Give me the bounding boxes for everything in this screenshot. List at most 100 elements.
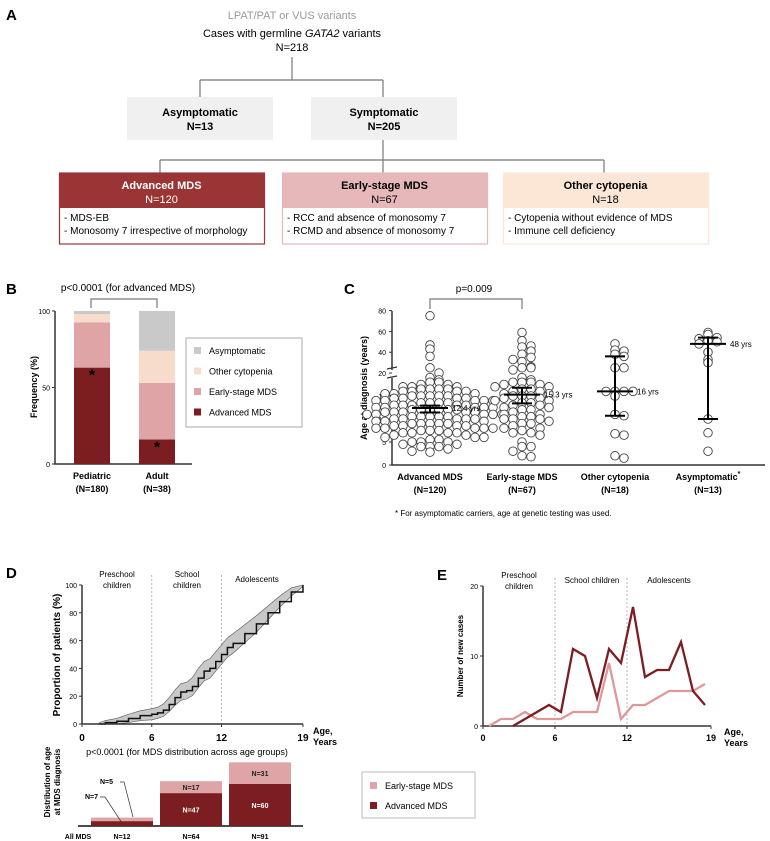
b-legend-label: Early-stage MDS bbox=[209, 387, 277, 397]
b-xtick-n: (N=38) bbox=[143, 484, 171, 494]
c-data-point bbox=[407, 428, 417, 438]
box-n-other-cytopenia: N=18 bbox=[592, 194, 619, 206]
box-n-advanced-mds: N=120 bbox=[145, 194, 178, 206]
d-ytick-label: 0 bbox=[73, 722, 77, 729]
d-xtick-label: 19 bbox=[297, 733, 309, 744]
c-data-point bbox=[508, 446, 518, 456]
c-data-point bbox=[443, 428, 453, 438]
root-title-post: variants bbox=[339, 28, 381, 40]
e-axes bbox=[482, 586, 711, 727]
c-data-point bbox=[389, 430, 399, 440]
b-xtick-label: Pediatric bbox=[73, 471, 111, 481]
c-median-label: 15.3 yrs bbox=[544, 391, 572, 400]
box-symptomatic bbox=[311, 97, 457, 140]
d-xlabel-2: Years bbox=[313, 737, 337, 747]
d-bar-total: N=91 bbox=[252, 834, 269, 841]
b-legend-swatch bbox=[194, 408, 201, 416]
c-data-point bbox=[389, 421, 399, 431]
box-n-early-stage-mds: N=67 bbox=[371, 194, 398, 206]
c-data-point bbox=[535, 400, 545, 410]
legend-early-label: Early-stage MDS bbox=[385, 781, 453, 791]
b-bar-asymptomatic bbox=[74, 311, 110, 315]
e-ytick-label: 20 bbox=[470, 584, 478, 591]
d-bar-label-early: N=5 bbox=[100, 779, 113, 786]
c-median-label: 48 yrs bbox=[730, 340, 752, 349]
panel-b-stacked-bar: B p<0.0001 (for advanced MDS) Frequency … bbox=[6, 281, 303, 494]
c-xtick-n: (N=120) bbox=[414, 485, 447, 495]
e-age-group-label: children bbox=[505, 582, 533, 591]
c-data-point bbox=[535, 414, 545, 424]
d-bar-label-advanced: N=7 bbox=[85, 794, 98, 801]
c-data-point bbox=[526, 418, 536, 429]
d-bar-advanced bbox=[229, 784, 291, 826]
c-data-point bbox=[517, 451, 527, 461]
legend-swatch-early bbox=[370, 782, 377, 789]
b-bracket bbox=[90, 298, 158, 308]
c-data-point bbox=[380, 423, 390, 433]
d-ytick-label: 20 bbox=[69, 694, 77, 701]
box-criterion: - MDS-EB bbox=[64, 213, 109, 224]
b-ytick-label: 100 bbox=[38, 309, 50, 316]
c-data-point bbox=[517, 441, 527, 452]
b-bar-asymptomatic bbox=[139, 311, 175, 351]
c-bracket bbox=[429, 298, 523, 309]
c-data-point bbox=[619, 363, 629, 373]
c-data-point bbox=[526, 428, 536, 438]
panel-e-line: E Number of new cases 0 10 20 0 6 12 19 Age,Yea… bbox=[437, 567, 748, 748]
d-age-group-label: children bbox=[173, 581, 201, 590]
d-bars-ylabel-1: Distribution of age bbox=[43, 746, 52, 817]
d-bar-total: N=12 bbox=[114, 834, 131, 841]
b-ytick-label: 50 bbox=[42, 386, 50, 393]
e-age-group-label: School children bbox=[565, 576, 620, 585]
c-data-point bbox=[610, 428, 620, 439]
c-xtick-label: Advanced MDS bbox=[397, 472, 463, 482]
c-data-point bbox=[425, 425, 435, 436]
c-xtick-n: (N=67) bbox=[508, 485, 536, 495]
c-data-point bbox=[499, 423, 509, 433]
c-data-point bbox=[380, 432, 390, 443]
b-legend-box bbox=[185, 337, 303, 428]
d-bars-ylabel-2: at MDS diagnosis bbox=[53, 748, 62, 815]
panel-label-a: A bbox=[6, 7, 17, 24]
c-data-point bbox=[362, 409, 372, 420]
panel-label-b: B bbox=[6, 281, 17, 298]
d-xtick-label: 6 bbox=[149, 733, 155, 744]
c-data-point bbox=[488, 409, 498, 420]
b-legend-label: Asymptomatic bbox=[209, 346, 266, 356]
c-ytick-label: 0 bbox=[382, 463, 386, 470]
c-data-point bbox=[499, 414, 509, 424]
c-data-point bbox=[416, 441, 426, 452]
connector-level1 bbox=[199, 57, 384, 97]
d-ytick-label: 60 bbox=[69, 639, 77, 646]
c-data-point bbox=[407, 418, 417, 429]
b-bar-advanced-mds bbox=[139, 439, 175, 464]
b-asterisk: * bbox=[154, 440, 161, 457]
panel-a-flowchart: A LPAT/PAT or VUS variants Cases with ge… bbox=[6, 7, 710, 245]
e-ylabel: Number of new cases bbox=[456, 614, 465, 697]
b-ytick-label: 0 bbox=[46, 462, 50, 469]
d-e-legend: Early-stage MDS Advanced MDS bbox=[361, 771, 476, 819]
d-xlabel-1: Age, bbox=[313, 726, 333, 736]
b-bar-other-cytopenia bbox=[139, 350, 175, 383]
c-data-point bbox=[610, 451, 620, 461]
c-ytick-label: 5 bbox=[382, 440, 386, 447]
c-data-point bbox=[526, 451, 536, 462]
box-criterion: - RCMD and absence of monosomy 7 bbox=[287, 226, 455, 237]
c-xtick-label: Asymptomatic* bbox=[676, 471, 741, 482]
b-pvalue: p<0.0001 (for advanced MDS) bbox=[61, 283, 195, 294]
b-legend-swatch bbox=[194, 367, 201, 375]
c-data-point bbox=[407, 391, 417, 401]
box-symptomatic-title: Symptomatic bbox=[349, 107, 418, 119]
c-footnote: * For asymptomatic carriers, age at gene… bbox=[395, 509, 612, 518]
d-cumulative-curve bbox=[99, 585, 304, 725]
c-data-point bbox=[407, 446, 417, 456]
c-data-point bbox=[398, 439, 408, 450]
c-data-point bbox=[508, 428, 518, 438]
d-bar-early bbox=[91, 817, 153, 822]
panel-d-cumulative: D Proportion of patients (%) p<0.0001 (f… bbox=[6, 565, 337, 841]
box-header-advanced-mds bbox=[59, 173, 265, 208]
box-header-other-cytopenia bbox=[503, 173, 709, 208]
box-asymptomatic bbox=[127, 97, 273, 140]
d-bar-label-advanced: N=60 bbox=[252, 803, 269, 810]
